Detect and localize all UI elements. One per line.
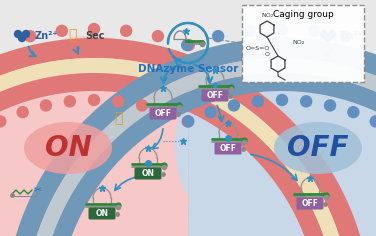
FancyBboxPatch shape (0, 0, 376, 76)
Polygon shape (39, 73, 376, 236)
Circle shape (88, 24, 100, 34)
FancyBboxPatch shape (242, 5, 364, 82)
Circle shape (309, 25, 320, 36)
Circle shape (252, 96, 263, 107)
Polygon shape (0, 38, 372, 236)
FancyBboxPatch shape (188, 56, 376, 236)
Circle shape (205, 107, 216, 118)
Text: ✂: ✂ (34, 184, 42, 194)
Ellipse shape (0, 36, 205, 236)
FancyBboxPatch shape (150, 108, 176, 119)
Circle shape (152, 31, 163, 42)
Circle shape (182, 116, 193, 127)
Circle shape (23, 30, 29, 38)
Polygon shape (0, 73, 337, 236)
FancyBboxPatch shape (135, 168, 162, 180)
Text: NO₂: NO₂ (261, 13, 273, 18)
Text: Zn²⁺: Zn²⁺ (340, 31, 364, 41)
Circle shape (136, 100, 147, 111)
Text: O=S=O: O=S=O (246, 46, 270, 51)
Circle shape (25, 31, 36, 42)
Circle shape (301, 96, 312, 107)
FancyBboxPatch shape (214, 143, 241, 155)
Ellipse shape (24, 122, 112, 174)
Text: OFF: OFF (287, 134, 349, 162)
Circle shape (340, 31, 351, 42)
Circle shape (276, 94, 288, 105)
Text: OFF: OFF (302, 199, 318, 208)
Text: ON: ON (141, 169, 155, 178)
Circle shape (15, 30, 21, 38)
Circle shape (160, 107, 171, 118)
Text: Sec: Sec (85, 31, 105, 41)
Circle shape (324, 100, 335, 111)
Text: Zn²⁺: Zn²⁺ (35, 31, 59, 41)
Ellipse shape (274, 122, 362, 174)
Circle shape (18, 34, 26, 42)
Circle shape (229, 100, 240, 111)
Circle shape (348, 107, 359, 118)
FancyBboxPatch shape (202, 89, 229, 101)
Polygon shape (0, 58, 352, 236)
Circle shape (41, 100, 52, 111)
Circle shape (0, 116, 6, 127)
Circle shape (276, 24, 288, 34)
FancyBboxPatch shape (0, 56, 188, 236)
Text: ⚿: ⚿ (114, 111, 122, 125)
Circle shape (64, 96, 75, 107)
Text: OFF: OFF (206, 91, 223, 100)
Circle shape (183, 40, 194, 51)
Text: ON: ON (96, 209, 109, 218)
Circle shape (121, 25, 132, 36)
Circle shape (183, 116, 194, 127)
Circle shape (244, 25, 255, 36)
Circle shape (17, 107, 28, 118)
FancyBboxPatch shape (88, 207, 115, 219)
Circle shape (182, 40, 193, 51)
Text: OFF: OFF (155, 109, 171, 118)
Circle shape (113, 96, 124, 107)
Polygon shape (24, 58, 376, 236)
Circle shape (213, 31, 224, 42)
Text: Caging group: Caging group (273, 10, 334, 19)
Circle shape (370, 116, 376, 127)
Text: ⚿: ⚿ (68, 28, 76, 42)
Ellipse shape (175, 36, 376, 236)
Text: O: O (264, 51, 270, 56)
Text: ON: ON (45, 134, 91, 162)
Text: DNAzyme Sensor: DNAzyme Sensor (138, 64, 238, 74)
Circle shape (324, 34, 332, 42)
Text: NO₂: NO₂ (292, 41, 304, 46)
Circle shape (329, 30, 335, 38)
Text: OFF: OFF (220, 144, 237, 153)
Circle shape (56, 25, 67, 36)
Circle shape (320, 30, 327, 38)
Polygon shape (4, 38, 376, 236)
FancyBboxPatch shape (297, 198, 323, 210)
Circle shape (88, 94, 100, 105)
